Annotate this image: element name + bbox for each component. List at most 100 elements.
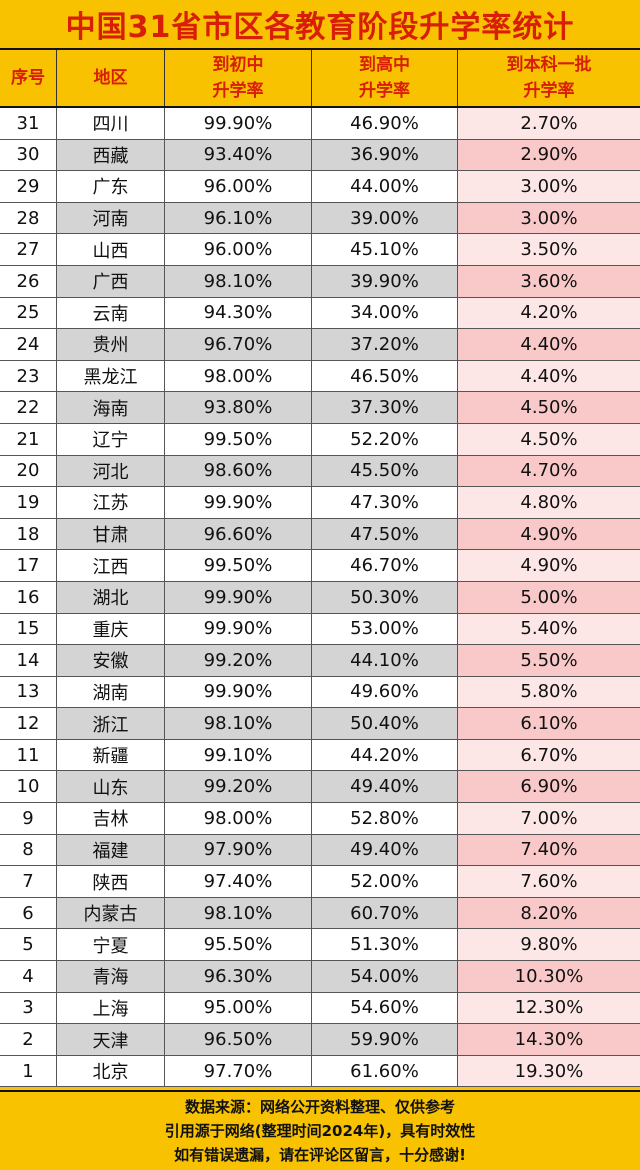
- cell-rank: 31: [0, 108, 57, 139]
- cell-junior: 97.40%: [165, 866, 312, 897]
- cell-senior: 49.40%: [312, 771, 458, 803]
- cell-undergrad: 4.40%: [458, 360, 640, 392]
- cell-undergrad: 19.30%: [458, 1055, 640, 1087]
- cell-senior: 47.30%: [312, 487, 458, 518]
- footer-line-feedback: 如有错误遗漏，请在评论区留言，十分感谢!: [174, 1146, 466, 1164]
- header-senior-line: 升学率: [359, 81, 410, 101]
- cell-senior: 45.10%: [312, 234, 458, 265]
- table-row: 14 安徽 99.20% 44.10% 5.50%: [0, 645, 640, 677]
- cell-region: 云南: [57, 297, 165, 329]
- cell-undergrad: 4.70%: [458, 455, 640, 487]
- cell-region: 西藏: [57, 139, 165, 171]
- header-undergrad: 到本科一批 升学率: [458, 50, 640, 106]
- table-row: 11 新疆 99.10% 44.20% 6.70%: [0, 739, 640, 772]
- table-row: 13 湖南 99.90% 49.60% 5.80%: [0, 676, 640, 709]
- cell-undergrad: 5.50%: [458, 645, 640, 676]
- header-rank-line: 序号: [11, 68, 45, 88]
- cell-junior: 99.20%: [165, 771, 312, 803]
- cell-junior: 99.90%: [165, 613, 312, 645]
- cell-rank: 4: [0, 961, 57, 992]
- cell-undergrad: 10.30%: [458, 961, 640, 992]
- cell-senior: 37.20%: [312, 329, 458, 360]
- cell-undergrad: 6.10%: [458, 708, 640, 739]
- cell-region: 河北: [57, 455, 165, 487]
- table-row: 8 福建 97.90% 49.40% 7.40%: [0, 834, 640, 867]
- cell-rank: 13: [0, 676, 57, 708]
- cell-senior: 44.10%: [312, 645, 458, 676]
- cell-region: 湖南: [57, 676, 165, 708]
- cell-rank: 19: [0, 487, 57, 518]
- table-row: 15 重庆 99.90% 53.00% 5.40%: [0, 613, 640, 646]
- cell-undergrad: 5.00%: [458, 581, 640, 613]
- cell-rank: 28: [0, 202, 57, 234]
- cell-undergrad: 5.80%: [458, 676, 640, 708]
- cell-senior: 52.80%: [312, 803, 458, 834]
- cell-rank: 12: [0, 708, 57, 739]
- cell-senior: 52.00%: [312, 866, 458, 897]
- table-row: 23 黑龙江 98.00% 46.50% 4.40%: [0, 360, 640, 393]
- cell-junior: 98.00%: [165, 360, 312, 392]
- table-row: 27 山西 96.00% 45.10% 3.50%: [0, 234, 640, 266]
- table-row: 19 江苏 99.90% 47.30% 4.80%: [0, 487, 640, 519]
- cell-region: 重庆: [57, 613, 165, 645]
- table-row: 3 上海 95.00% 54.60% 12.30%: [0, 992, 640, 1025]
- cell-rank: 18: [0, 518, 57, 550]
- cell-rank: 21: [0, 423, 57, 455]
- cell-senior: 47.50%: [312, 518, 458, 550]
- cell-junior: 99.20%: [165, 645, 312, 676]
- cell-undergrad: 12.30%: [458, 992, 640, 1024]
- cell-senior: 37.30%: [312, 392, 458, 423]
- cell-senior: 44.20%: [312, 739, 458, 771]
- table-row: 30 西藏 93.40% 36.90% 2.90%: [0, 139, 640, 172]
- table-row: 1 北京 97.70% 61.60% 19.30%: [0, 1055, 640, 1088]
- cell-region: 上海: [57, 992, 165, 1024]
- table-row: 22 海南 93.80% 37.30% 4.50%: [0, 392, 640, 424]
- cell-rank: 17: [0, 550, 57, 581]
- cell-senior: 34.00%: [312, 297, 458, 329]
- cell-region: 新疆: [57, 739, 165, 771]
- table-row: 7 陕西 97.40% 52.00% 7.60%: [0, 866, 640, 898]
- cell-undergrad: 3.00%: [458, 202, 640, 234]
- header-region: 地区: [57, 50, 165, 106]
- cell-junior: 93.40%: [165, 139, 312, 171]
- cell-undergrad: 6.70%: [458, 739, 640, 771]
- cell-junior: 96.00%: [165, 234, 312, 265]
- cell-rank: 5: [0, 929, 57, 961]
- cell-undergrad: 4.80%: [458, 487, 640, 518]
- cell-junior: 99.90%: [165, 487, 312, 518]
- table-row: 20 河北 98.60% 45.50% 4.70%: [0, 455, 640, 488]
- footer-line-source: 数据来源：网络公开资料整理、仅供参考: [184, 1098, 455, 1116]
- cell-rank: 27: [0, 234, 57, 265]
- cell-rank: 9: [0, 803, 57, 834]
- table-row: 28 河南 96.10% 39.00% 3.00%: [0, 202, 640, 235]
- data-table: 序号 地区 到初中 升学率 到高中 升学率 到本科一批 升学率 31 四川 99.90% 46.90…: [0, 48, 640, 1088]
- table-row: 17 江西 99.50% 46.70% 4.90%: [0, 550, 640, 582]
- table-row: 10 山东 99.20% 49.40% 6.90%: [0, 771, 640, 804]
- cell-region: 山西: [57, 234, 165, 265]
- cell-rank: 8: [0, 834, 57, 866]
- cell-undergrad: 6.90%: [458, 771, 640, 803]
- table-row: 4 青海 96.30% 54.00% 10.30%: [0, 961, 640, 993]
- table-row: 9 吉林 98.00% 52.80% 7.00%: [0, 803, 640, 835]
- cell-rank: 15: [0, 613, 57, 645]
- cell-junior: 99.90%: [165, 676, 312, 708]
- cell-region: 陕西: [57, 866, 165, 897]
- cell-junior: 99.10%: [165, 739, 312, 771]
- header-junior-line: 到初中: [212, 55, 264, 75]
- cell-senior: 54.60%: [312, 992, 458, 1024]
- cell-rank: 2: [0, 1024, 57, 1055]
- header-junior-line: 升学率: [212, 81, 264, 101]
- cell-region: 内蒙古: [57, 897, 165, 929]
- table-row: 16 湖北 99.90% 50.30% 5.00%: [0, 581, 640, 614]
- cell-junior: 98.10%: [165, 265, 312, 297]
- table-row: 21 辽宁 99.50% 52.20% 4.50%: [0, 423, 640, 456]
- cell-senior: 36.90%: [312, 139, 458, 171]
- cell-undergrad: 4.20%: [458, 297, 640, 329]
- cell-undergrad: 8.20%: [458, 897, 640, 929]
- cell-region: 吉林: [57, 803, 165, 834]
- cell-rank: 29: [0, 171, 57, 202]
- table-row: 2 天津 96.50% 59.90% 14.30%: [0, 1024, 640, 1056]
- table-row: 6 内蒙古 98.10% 60.70% 8.20%: [0, 897, 640, 930]
- cell-junior: 99.50%: [165, 550, 312, 581]
- cell-junior: 98.10%: [165, 897, 312, 929]
